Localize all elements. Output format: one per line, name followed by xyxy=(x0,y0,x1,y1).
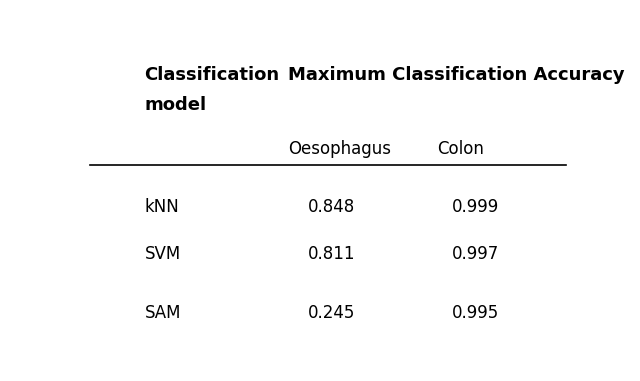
Text: 0.811: 0.811 xyxy=(308,245,356,263)
Text: SVM: SVM xyxy=(145,245,180,263)
Text: 0.995: 0.995 xyxy=(452,304,499,322)
Text: Oesophagus: Oesophagus xyxy=(288,139,391,158)
Text: SAM: SAM xyxy=(145,304,181,322)
Text: Colon: Colon xyxy=(437,139,484,158)
Text: 0.997: 0.997 xyxy=(452,245,499,263)
Text: 0.999: 0.999 xyxy=(452,198,499,216)
Text: model: model xyxy=(145,96,207,114)
Text: Classification: Classification xyxy=(145,66,280,84)
Text: 0.245: 0.245 xyxy=(308,304,356,322)
Text: Maximum Classification Accuracy: Maximum Classification Accuracy xyxy=(288,66,625,84)
Text: kNN: kNN xyxy=(145,198,179,216)
Text: 0.848: 0.848 xyxy=(308,198,355,216)
